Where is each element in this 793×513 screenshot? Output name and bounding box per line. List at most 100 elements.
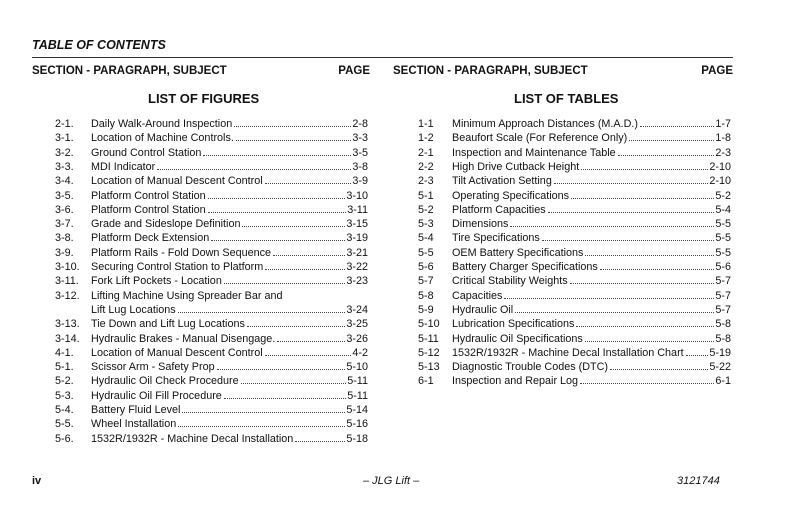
entry-number: 3-3. bbox=[55, 160, 74, 173]
entry-page: 5-4 bbox=[715, 203, 731, 216]
entry-title: Dimensions bbox=[452, 218, 509, 231]
entry-body: Location of Manual Descent Control 4-2 bbox=[91, 347, 368, 359]
toc-entry: 5-11 Hydraulic Oil Specifications 5-8 bbox=[418, 331, 731, 345]
entry-body: Platform Capacities 5-4 bbox=[452, 204, 731, 216]
toc-entry: 4-1. Location of Manual Descent Control 4-… bbox=[55, 345, 368, 359]
entry-title: Platform Control Station bbox=[91, 189, 206, 202]
entry-page: 2-10 bbox=[709, 175, 731, 188]
entry-body: Inspection and Repair Log 6-1 bbox=[452, 375, 731, 387]
entry-page: 5-19 bbox=[709, 346, 731, 359]
entry-page: 5-2 bbox=[715, 189, 731, 202]
entry-title: Grade and Sideslope Definition bbox=[91, 218, 241, 231]
entry-title: Lubrication Specifications bbox=[452, 318, 575, 331]
entry-title: Lifting Machine Using Spreader Bar and bbox=[91, 289, 283, 302]
dot-leader bbox=[264, 354, 352, 356]
dot-leader bbox=[234, 126, 352, 127]
footer-center: – JLG Lift – bbox=[363, 475, 420, 487]
dot-leader bbox=[223, 283, 346, 285]
toc-entry: 3-4. Location of Manual Descent Control 3-… bbox=[55, 173, 368, 187]
entry-number: 5-3 bbox=[418, 218, 434, 231]
entry-title: OEM Battery Specifications bbox=[452, 246, 584, 259]
entry-title: Inspection and Maintenance Table bbox=[452, 146, 616, 159]
entry-title: Ground Control Station bbox=[91, 146, 202, 159]
entry-title: Tire Specifications bbox=[452, 232, 540, 245]
toc-entry: 5-1 Operating Specifications 5-2 bbox=[418, 188, 731, 202]
entry-number: 3-13. bbox=[55, 318, 80, 331]
entry-number: 5-9 bbox=[418, 303, 434, 316]
list-title: LIST OF TABLES bbox=[514, 91, 619, 106]
entry-body: Grade and Sideslope Definition 3-15 bbox=[91, 218, 368, 230]
entry-number: 5-11 bbox=[418, 332, 439, 345]
entry-body: 1532R/1932R - Machine Decal Installation… bbox=[91, 433, 368, 445]
dot-leader bbox=[576, 326, 715, 328]
entry-title: MDI Indicator bbox=[91, 160, 156, 173]
toc-entry: 5-10 Lubrication Specifications 5-8 bbox=[418, 316, 731, 330]
entry-number: 5-1 bbox=[418, 189, 434, 202]
dot-leader bbox=[571, 197, 715, 199]
entry-body: High Drive Cutback Height 2-10 bbox=[452, 161, 731, 173]
entry-page: 5-14 bbox=[346, 404, 368, 416]
dot-leader bbox=[273, 254, 346, 256]
toc-entry: 1-2 Beaufort Scale (For Reference Only) 1-… bbox=[418, 130, 731, 144]
entry-page: 2-10 bbox=[709, 160, 731, 173]
entry-number: 2-1. bbox=[55, 118, 74, 130]
entry-title: Hydraulic Brakes - Manual Disengage. bbox=[91, 332, 276, 345]
entry-title: 1532R/1932R - Machine Decal Installation… bbox=[452, 346, 684, 359]
entry-page: 3-21 bbox=[346, 246, 368, 259]
entry-body: Location of Manual Descent Control 3-9 bbox=[91, 175, 368, 187]
entry-body: Hydraulic Brakes - Manual Disengage. 3-26 bbox=[91, 333, 368, 345]
entry-body: Beaufort Scale (For Reference Only) 1-8 bbox=[452, 132, 731, 144]
dot-leader bbox=[685, 354, 709, 356]
toc-entry: 5-3. Hydraulic Oil Fill Procedure 5-11 bbox=[55, 388, 368, 402]
entry-body: Wheel Installation 5-16 bbox=[91, 418, 368, 430]
entry-title: Scissor Arm - Safety Prop bbox=[91, 361, 215, 374]
entry-body: Ground Control Station 3-5 bbox=[91, 147, 368, 159]
dot-leader bbox=[584, 340, 715, 342]
toc-entry: 3-12. Lifting Machine Using Spreader Bar … bbox=[55, 288, 368, 302]
entry-page: 5-11 bbox=[347, 375, 368, 388]
entry-title: Platform Deck Extension bbox=[91, 232, 210, 245]
toc-entry: 5-6. 1532R/1932R - Machine Decal Installa… bbox=[55, 431, 368, 445]
entry-body: Battery Fluid Level 5-14 bbox=[91, 404, 368, 416]
toc-entry: 5-4 Tire Specifications 5-5 bbox=[418, 230, 731, 244]
entry-number: 5-3. bbox=[55, 389, 74, 402]
dot-leader bbox=[585, 254, 715, 256]
toc-entry: 5-7 Critical Stability Weights 5-7 bbox=[418, 273, 731, 287]
dot-leader bbox=[510, 226, 715, 228]
entry-page: 5-7 bbox=[715, 303, 731, 316]
entry-body: Tilt Activation Setting 2-10 bbox=[452, 175, 731, 187]
dot-leader bbox=[240, 383, 347, 385]
entry-body: Battery Charger Specifications 5-6 bbox=[452, 261, 731, 273]
toc-entry: 1-1 Minimum Approach Distances (M.A.D.) 1-… bbox=[418, 116, 731, 130]
toc-entry: 3-6. Platform Control Station 3-11 bbox=[55, 202, 368, 216]
entry-body: Operating Specifications 5-2 bbox=[452, 190, 731, 202]
entry-page: 5-10 bbox=[346, 361, 368, 374]
dot-leader bbox=[242, 226, 346, 228]
entry-number: 5-7 bbox=[418, 275, 434, 288]
dot-leader bbox=[569, 283, 715, 285]
entry-number: 6-1 bbox=[418, 375, 434, 388]
dot-leader bbox=[235, 140, 352, 142]
dot-leader bbox=[640, 126, 715, 127]
footer-doc: 3121744 bbox=[677, 475, 720, 487]
entry-page: 1-8 bbox=[715, 132, 731, 145]
toc-entry-continued: Lift Lug Locations 3-24 bbox=[55, 302, 368, 316]
entry-number: 5-5. bbox=[55, 418, 74, 431]
list-title: LIST OF FIGURES bbox=[148, 91, 260, 106]
column-heading: SECTION - PARAGRAPH, SUBJECT bbox=[32, 65, 227, 77]
toc-entry: 3-9. Platform Rails - Fold Down Sequence 3… bbox=[55, 245, 368, 259]
toc-entry: 3-3. MDI Indicator 3-8 bbox=[55, 159, 368, 173]
entry-page: 5-8 bbox=[715, 332, 731, 345]
toc-entry: 5-4. Battery Fluid Level 5-14 bbox=[55, 402, 368, 416]
entry-number: 3-5. bbox=[55, 189, 74, 202]
entry-title: Platform Control Station bbox=[91, 203, 206, 216]
dot-leader bbox=[216, 369, 346, 371]
entry-number: 3-4. bbox=[55, 175, 74, 188]
dot-leader bbox=[264, 183, 352, 185]
toc-entry: 5-12 1532R/1932R - Machine Decal Installa… bbox=[418, 345, 731, 359]
entry-number: 3-12. bbox=[55, 289, 80, 302]
dot-leader bbox=[617, 154, 715, 156]
entry-page: 3-22 bbox=[346, 261, 368, 273]
dot-leader bbox=[203, 154, 352, 156]
